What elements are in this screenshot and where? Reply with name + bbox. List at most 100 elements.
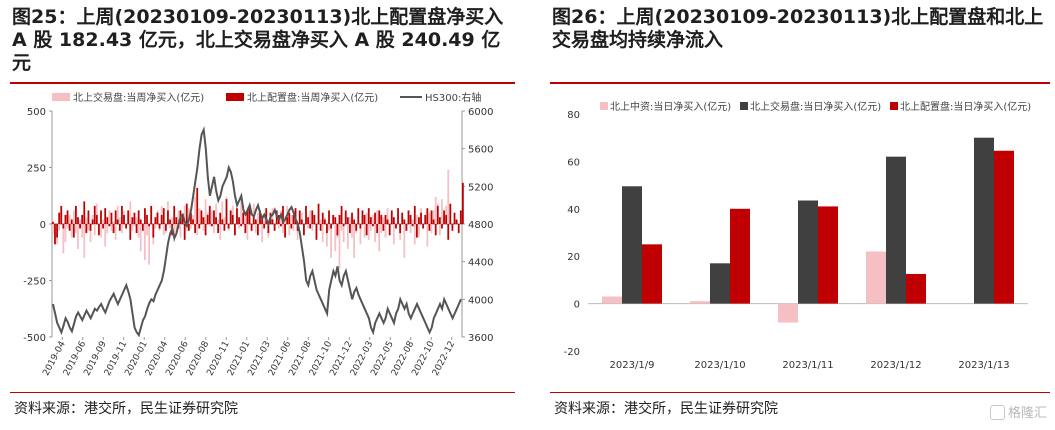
allocation-bar (108, 224, 111, 227)
allocation-bar (52, 221, 54, 224)
trading-bar (68, 214, 71, 224)
trading-bar (221, 201, 224, 224)
allocation-bar (326, 224, 328, 234)
trading-bar (133, 224, 136, 227)
series-3-bar (818, 206, 838, 304)
allocation-bar (309, 224, 312, 229)
allocation-bar (313, 214, 316, 224)
allocation-bar (146, 214, 148, 224)
left-chart-panel: 图25：上周(20230109-20230113)北上配置盘净买入 A 股 18… (0, 0, 522, 430)
trading-bar (418, 224, 420, 238)
right-source-note: 资料来源：港交所，民生证券研究院 (554, 401, 778, 417)
allocation-bar (248, 205, 251, 224)
allocation-bar (280, 224, 282, 227)
trading-bar (321, 224, 324, 243)
allocation-bar (206, 214, 209, 224)
trading-bar (369, 224, 372, 231)
series-3-bar (994, 150, 1014, 304)
allocation-bar (208, 205, 211, 224)
y-tick-label: -250 (23, 277, 46, 288)
allocation-bar (125, 224, 127, 229)
allocation-bar (453, 212, 456, 224)
allocation-bar (162, 208, 165, 224)
trading-bar (409, 224, 412, 234)
allocation-bar (344, 210, 347, 224)
trading-bar (292, 224, 295, 231)
allocation-bar (273, 224, 276, 231)
legend-label: 北上中资:当日净买入(亿元) (610, 100, 731, 113)
allocation-bar (233, 224, 236, 236)
trading-bar (129, 201, 132, 224)
allocation-bar (338, 214, 341, 224)
legend-swatch (52, 93, 70, 101)
allocation-bar (114, 210, 117, 224)
trading-bar (307, 224, 309, 229)
allocation-bar (102, 224, 104, 229)
series-1-bar (866, 251, 886, 304)
allocation-bar (106, 217, 109, 224)
allocation-bar (399, 224, 402, 234)
series-1-bar (690, 301, 710, 304)
allocation-bar (158, 224, 161, 229)
trading-bar (116, 205, 119, 224)
trading-bar (328, 224, 330, 231)
allocation-bar (459, 210, 462, 224)
trading-bar (365, 212, 368, 224)
trading-bar (351, 224, 353, 238)
allocation-bar (259, 210, 261, 224)
legend-swatch (740, 102, 748, 110)
allocation-bar (95, 214, 98, 224)
trading-bar (438, 224, 441, 236)
allocation-bar (225, 199, 228, 224)
x-category-label: 2023/1/13 (958, 360, 1009, 371)
allocation-bar (131, 217, 134, 224)
right-chart-title: 图26：上周(20230109-20230113)北上配置盘和北上交易盘均持续净… (552, 6, 1044, 51)
allocation-bar (116, 219, 119, 224)
allocation-bar (418, 217, 420, 224)
allocation-bar (436, 205, 439, 224)
allocation-bar (62, 224, 65, 229)
trading-bar (95, 203, 98, 224)
allocation-bar (424, 214, 427, 224)
allocation-bar (219, 212, 222, 224)
allocation-bar (98, 224, 100, 236)
allocation-bar (254, 219, 257, 224)
trading-bar (254, 224, 257, 234)
x-category-label: 2023/1/12 (870, 360, 921, 371)
allocation-bar (236, 208, 238, 224)
allocation-bar (169, 219, 171, 224)
allocation-bar (430, 210, 433, 224)
allocation-bar (154, 217, 157, 224)
trading-bar (100, 224, 102, 238)
trading-bar (79, 219, 81, 224)
legend-swatch (226, 93, 244, 101)
right-chart-panel: 图26：上周(20230109-20230113)北上配置盘和北上交易盘均持续净… (540, 0, 1055, 430)
trading-bar (219, 224, 222, 240)
trading-bar (70, 224, 73, 238)
trading-bar (380, 224, 383, 234)
y-tick-label: 80 (567, 110, 580, 121)
trading-bar (342, 224, 345, 243)
allocation-bar (286, 217, 289, 224)
allocation-bar (372, 224, 374, 227)
left-source-note: 资料来源：港交所，民生证券研究院 (14, 401, 238, 417)
trading-bar (139, 224, 142, 252)
allocation-bar (290, 224, 293, 229)
trading-bar (434, 196, 437, 224)
allocation-bar (363, 214, 366, 224)
allocation-bar (238, 217, 240, 224)
trading-bar (208, 224, 211, 227)
allocation-bar (342, 224, 345, 227)
trading-bar (372, 214, 374, 224)
allocation-bar (91, 219, 94, 224)
allocation-bar (369, 217, 372, 224)
trading-bar (81, 224, 84, 238)
gelonghui-logo-icon (989, 405, 1005, 420)
allocation-bar (242, 212, 245, 224)
allocation-bar (284, 224, 286, 238)
allocation-bar (58, 212, 61, 224)
x-category-label: 2023/1/11 (782, 360, 833, 371)
trading-bar (363, 224, 366, 238)
allocation-bar (392, 217, 395, 224)
trading-bar (135, 217, 138, 224)
